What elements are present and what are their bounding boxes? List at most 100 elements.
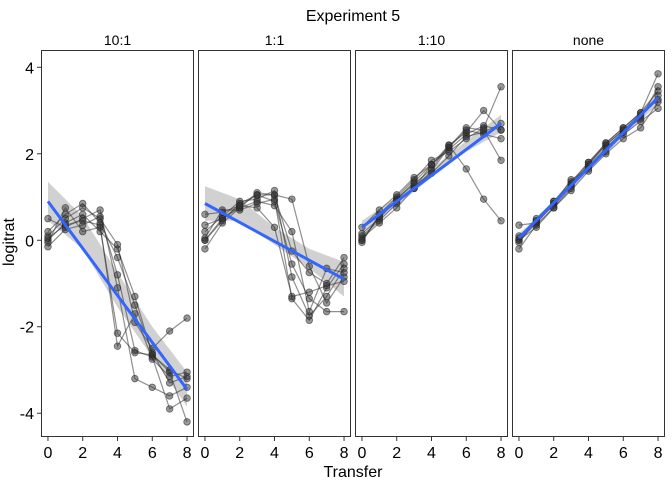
data-point — [113, 284, 122, 292]
data-point — [183, 368, 191, 376]
panel-0: 10:1 0 2 4 6 8 — [41, 32, 194, 462]
data-point — [236, 201, 244, 210]
panel-2: 1:10 0 2 4 6 8 — [355, 32, 508, 462]
data-point — [305, 262, 313, 270]
fit-line — [46, 200, 189, 391]
x-tick-label: 8 — [654, 445, 663, 462]
data-point — [201, 221, 209, 229]
data-point — [96, 221, 104, 229]
data-point — [165, 405, 174, 413]
x-tick-label: 2 — [78, 445, 87, 462]
x-tick-label: 4 — [584, 445, 593, 462]
data-point — [322, 307, 331, 316]
panel-border — [512, 50, 665, 437]
x-tick-label: 8 — [183, 445, 192, 462]
data-point — [148, 355, 156, 363]
data-point — [79, 227, 87, 236]
x-tick-label: 2 — [235, 445, 244, 462]
data-point — [305, 307, 313, 316]
data-point — [288, 260, 296, 268]
x-axis-label: Transfer — [324, 464, 384, 480]
data-point — [113, 240, 122, 249]
data-point — [515, 245, 523, 253]
x-tick-label: 8 — [497, 445, 506, 462]
x-tick-label: 6 — [148, 445, 157, 462]
data-point — [201, 210, 209, 219]
data-point — [340, 268, 348, 277]
data-point — [165, 327, 174, 335]
strip-label: 1:10 — [418, 32, 445, 48]
data-point — [270, 197, 279, 206]
data-point — [165, 392, 174, 400]
data-point — [79, 217, 87, 225]
data-point — [44, 227, 52, 236]
x-tick-label: 6 — [462, 445, 471, 462]
data-point — [253, 191, 261, 199]
x-tick-label: 0 — [44, 445, 53, 462]
data-point — [96, 206, 104, 214]
data-point — [479, 195, 488, 203]
data-point — [515, 221, 523, 229]
data-point — [393, 191, 401, 199]
x-tick-label: 2 — [392, 445, 401, 462]
data-point — [340, 260, 348, 268]
data-point — [375, 219, 384, 227]
data-point — [427, 160, 436, 169]
data-point — [654, 83, 662, 91]
data-point — [270, 186, 279, 195]
data-point — [497, 83, 505, 91]
data-point — [322, 299, 331, 307]
data-point — [44, 234, 52, 242]
data-point — [253, 204, 261, 212]
data-point — [479, 126, 488, 134]
data-point — [322, 292, 331, 301]
data-point — [113, 253, 122, 262]
data-point — [358, 236, 366, 244]
data-point — [270, 223, 279, 231]
data-point — [305, 294, 313, 303]
x-tick-label: 0 — [515, 445, 524, 462]
data-point — [497, 126, 505, 134]
data-point — [340, 253, 348, 262]
data-point — [201, 245, 209, 253]
strip-label: none — [573, 32, 604, 48]
data-point — [44, 214, 52, 223]
x-tick-label: 2 — [549, 445, 558, 462]
data-point — [619, 134, 627, 143]
y-tick-label: -4 — [20, 406, 34, 423]
data-point — [305, 268, 313, 277]
data-point — [602, 139, 610, 147]
x-tick-label: 0 — [201, 445, 210, 462]
data-point — [462, 165, 470, 173]
panel-3: none 0 2 4 6 8 — [512, 32, 665, 462]
fit-line — [361, 122, 502, 229]
y-axis-label: logitrat — [1, 217, 18, 266]
x-tick-label: 0 — [358, 445, 367, 462]
data-point — [515, 238, 523, 247]
panel-border — [355, 50, 508, 437]
data-point — [61, 204, 70, 212]
data-point — [183, 314, 191, 322]
y-tick-label: 2 — [25, 147, 34, 164]
data-point — [636, 124, 645, 132]
data-point — [322, 281, 331, 290]
data-point — [288, 292, 296, 301]
data-point — [183, 394, 191, 402]
data-point — [131, 374, 139, 383]
data-point — [497, 217, 505, 225]
y-axis: 4 2 0 -2 -4 — [20, 60, 41, 423]
chart-title: Experiment 5 — [306, 8, 400, 25]
data-point — [393, 204, 401, 212]
panel-1: 1:1 0 2 4 6 8 — [198, 32, 351, 462]
panel-border — [198, 50, 351, 437]
strip-label: 1:1 — [265, 32, 285, 48]
data-point — [113, 342, 122, 350]
x-tick-label: 4 — [427, 445, 436, 462]
fit-line — [517, 96, 660, 240]
x-tick-label: 6 — [305, 445, 314, 462]
strip-label: 10:1 — [104, 32, 131, 48]
data-point — [131, 348, 139, 357]
data-point — [218, 217, 227, 225]
data-point — [288, 195, 296, 203]
